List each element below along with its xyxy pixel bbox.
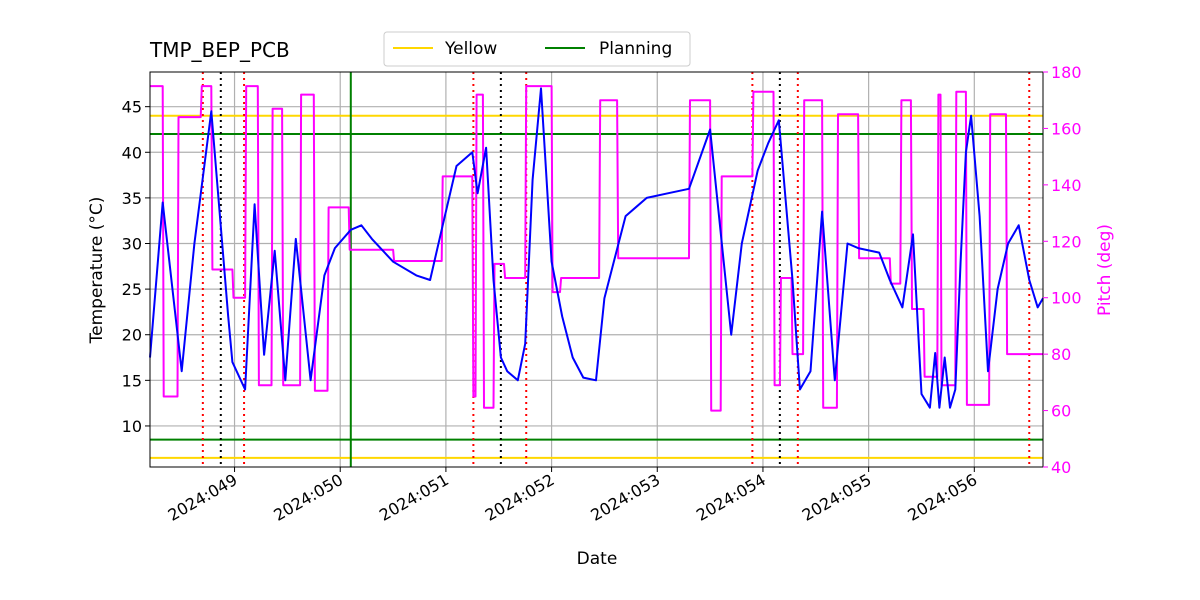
y-axis-title: Temperature (°C) xyxy=(87,197,107,345)
reference-lines-layer xyxy=(150,72,1043,467)
temperature-series-line xyxy=(149,87,1044,409)
y-tick-label: 20 xyxy=(122,326,142,345)
pitch-tick-label: 160 xyxy=(1051,119,1082,138)
y-tick-label: 45 xyxy=(122,98,142,117)
pitch-tick-label: 140 xyxy=(1051,176,1082,195)
pitch-series-line xyxy=(150,85,1043,412)
pitch-tick-label: 60 xyxy=(1051,402,1071,421)
legend-planning-label: Planning xyxy=(599,39,672,59)
chart-title: TMP_BEP_PCB xyxy=(149,38,290,62)
pitch-tick-label: 120 xyxy=(1051,232,1082,251)
plot-frame xyxy=(149,71,1044,468)
pitch-tick-label: 80 xyxy=(1051,345,1071,364)
series-layer xyxy=(149,85,1044,412)
pitch-axis-title: Pitch (deg) xyxy=(1095,224,1115,316)
x-axis-title: Date xyxy=(577,549,618,569)
pitch-tick-label: 40 xyxy=(1051,458,1071,477)
legend-yellow-label: Yellow xyxy=(444,39,497,59)
pitch-tick-label: 180 xyxy=(1051,63,1082,82)
pitch-tick-label: 100 xyxy=(1051,289,1082,308)
y-tick-label: 10 xyxy=(122,417,142,436)
y-tick-label: 25 xyxy=(122,280,142,299)
y-tick-label: 30 xyxy=(122,235,142,254)
legend-box xyxy=(383,31,691,67)
legend: Yellow Planning xyxy=(383,31,691,67)
y-tick-label: 35 xyxy=(122,189,142,208)
y-tick-label: 15 xyxy=(122,371,142,390)
y-tick-label: 40 xyxy=(122,143,142,162)
